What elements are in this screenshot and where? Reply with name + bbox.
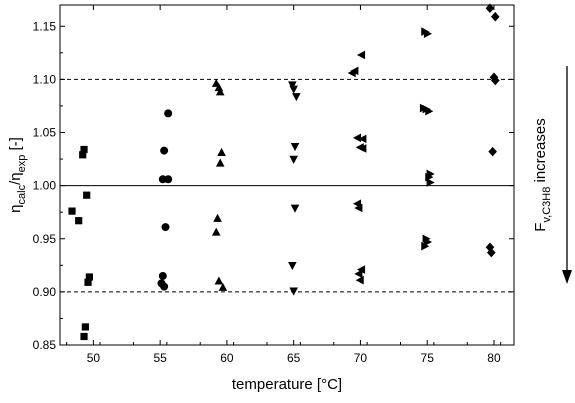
point-triangle-right	[421, 241, 430, 251]
plot-frame	[59, 4, 515, 346]
x-tick-label: 60	[220, 351, 234, 365]
axis-ticks: 50 55 60 65 70 75 80 0.85 0.90 0.95 1.00 1.05 1.10 1.…	[33, 5, 514, 365]
arrow-label-F: F	[532, 223, 549, 232]
y-tick-label: 1.05	[33, 126, 57, 140]
point-diamond	[491, 11, 500, 22]
increase-arrow: Fv,C3H8 increases	[532, 66, 572, 284]
point-circle	[161, 223, 170, 232]
point-triangle-up	[213, 213, 222, 222]
x-tick-label: 55	[153, 351, 167, 365]
data-points	[68, 3, 500, 341]
point-square	[83, 191, 91, 199]
x-axis-title: temperature [°C]	[232, 376, 342, 393]
point-triangle-left	[354, 203, 363, 213]
point-circle	[164, 175, 173, 184]
point-triangle-right	[423, 29, 433, 38]
point-square	[68, 207, 76, 215]
point-triangle-up	[217, 147, 226, 156]
point-circle	[158, 271, 167, 280]
point-triangle-left	[355, 275, 364, 285]
point-circle	[160, 146, 169, 155]
point-square	[84, 278, 92, 286]
arrow-head	[562, 270, 572, 284]
y-tick-label: 1.00	[33, 179, 57, 193]
point-triangle-right	[426, 178, 435, 187]
arrow-label-rest: increases	[532, 118, 549, 186]
y-axis-title: ηcalc/ηexp [-]	[7, 137, 28, 213]
point-triangle-down	[290, 143, 300, 152]
point-triangle-down	[288, 81, 297, 90]
x-tick-label: 80	[487, 351, 501, 365]
point-triangle-left	[354, 269, 363, 279]
y-axis-sub-calc: calc	[16, 184, 28, 204]
point-square	[85, 273, 93, 281]
point-triangle-down	[288, 262, 297, 271]
point-triangle-down	[289, 155, 298, 164]
point-triangle-left	[356, 50, 366, 60]
point-diamond	[485, 242, 495, 253]
y-tick-label: 1.10	[33, 72, 57, 86]
point-triangle-down	[290, 204, 300, 213]
y-axis-sub-exp: exp	[16, 155, 28, 173]
point-diamond	[491, 75, 500, 86]
point-triangle-down	[289, 85, 298, 94]
point-triangle-up	[214, 276, 224, 285]
point-triangle-down	[292, 93, 301, 102]
point-triangle-left	[352, 133, 362, 143]
arrow-label: Fv,C3H8 increases	[532, 118, 553, 231]
point-triangle-right	[423, 237, 433, 247]
y-axis-eta-2: η	[7, 172, 24, 180]
y-axis-unit: [-]	[7, 137, 24, 155]
arrow-label-sub: v,C3H8	[541, 187, 553, 223]
point-diamond	[488, 146, 497, 157]
point-triangle-up	[218, 282, 228, 291]
y-axis-slash: /	[7, 180, 24, 185]
x-tick-label: 65	[287, 351, 301, 365]
point-circle	[164, 109, 173, 118]
point-square	[81, 323, 89, 331]
point-square	[79, 151, 87, 159]
point-triangle-left	[356, 265, 366, 274]
x-tick-label: 50	[87, 351, 101, 365]
y-tick-label: 0.95	[33, 232, 57, 246]
point-diamond	[485, 3, 495, 13]
point-triangle-up	[215, 87, 225, 96]
y-tick-label: 0.85	[33, 338, 57, 352]
point-triangle-left	[358, 144, 367, 153]
point-diamond	[487, 247, 496, 258]
x-tick-label: 75	[421, 351, 435, 365]
point-circle	[160, 282, 169, 291]
point-triangle-up	[215, 158, 225, 167]
point-triangle-left	[347, 68, 356, 78]
point-triangle-up	[211, 227, 221, 236]
point-triangle-right	[425, 106, 434, 116]
point-square	[80, 145, 88, 154]
point-square	[80, 332, 88, 341]
point-triangle-left	[358, 134, 367, 144]
reference-lines	[60, 78, 514, 293]
point-square	[75, 217, 83, 225]
point-triangle-down	[289, 287, 298, 296]
y-tick-label: 0.90	[33, 285, 57, 299]
y-axis-eta-1: η	[7, 204, 24, 212]
y-tick-label: 1.15	[33, 19, 57, 33]
x-tick-label: 70	[354, 351, 368, 365]
